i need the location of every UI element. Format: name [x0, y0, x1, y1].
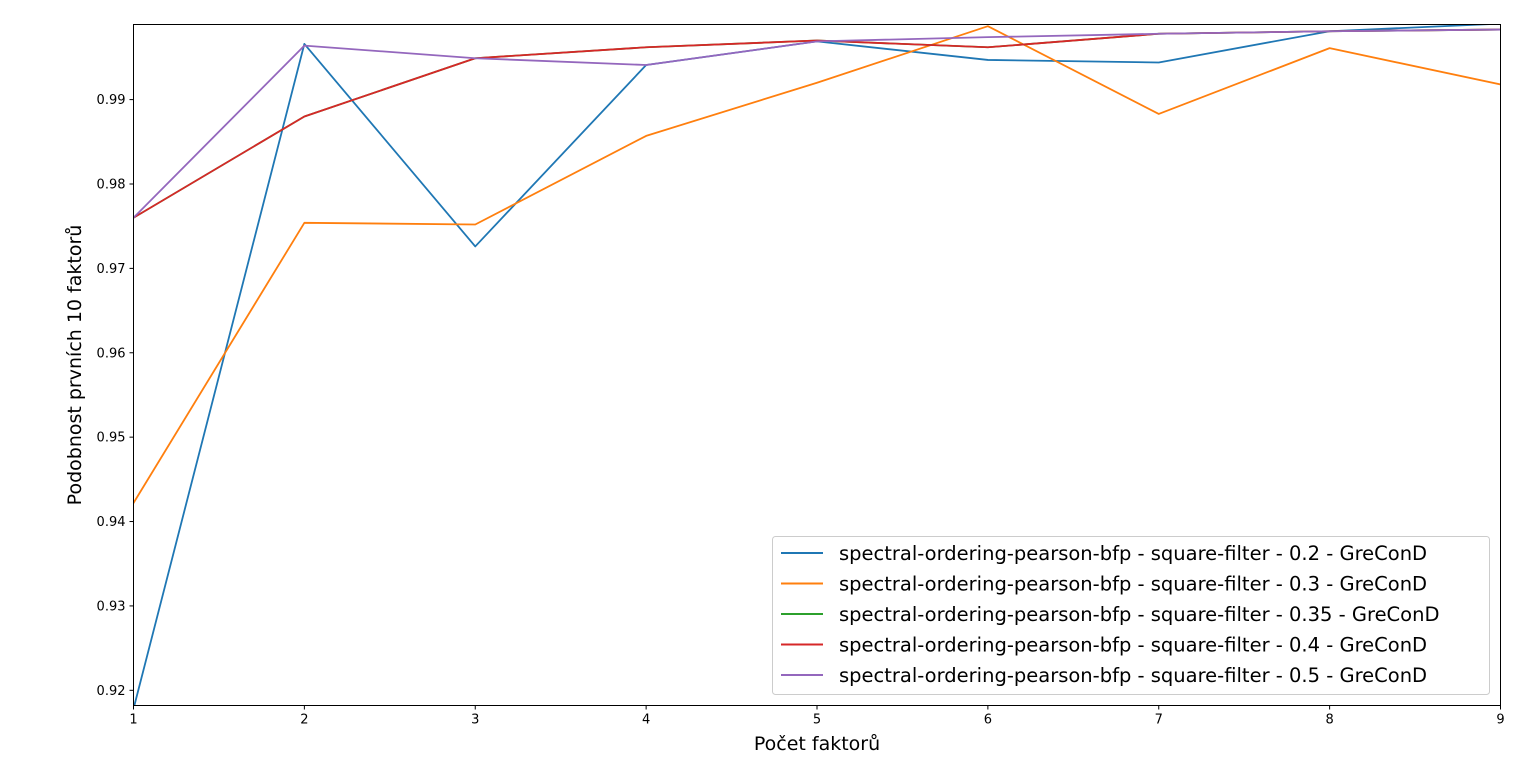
y-tick-label: 0.92 — [97, 684, 126, 699]
y-tick-label: 0.97 — [97, 262, 126, 277]
legend-entry-label: spectral-ordering-pearson-bfp - square-f… — [839, 573, 1427, 596]
y-tick-label: 0.94 — [97, 515, 126, 530]
x-tick-label: 5 — [813, 713, 821, 728]
series-line-3 — [133, 28, 1501, 219]
legend-entry-label: spectral-ordering-pearson-bfp - square-f… — [839, 634, 1427, 657]
x-tick-label: 6 — [984, 713, 992, 728]
x-tick-label: 3 — [471, 713, 479, 728]
series-lines — [133, 24, 1501, 706]
legend-entry-label: spectral-ordering-pearson-bfp - square-f… — [839, 542, 1427, 565]
x-tick-label: 7 — [1155, 713, 1163, 728]
y-tick-label: 0.98 — [97, 177, 126, 192]
series-line-2 — [133, 25, 1501, 505]
x-tick-label: 1 — [129, 713, 137, 728]
y-tick-label: 0.99 — [97, 93, 126, 108]
series-line-4 — [133, 28, 1501, 219]
x-axis-label: Počet faktorů — [754, 733, 880, 755]
x-tick-label: 8 — [1325, 713, 1333, 728]
y-tick-label: 0.93 — [97, 599, 126, 614]
x-tick-label: 4 — [642, 713, 650, 728]
y-axis-ticks: 0.92 0.93 0.94 0.95 0.96 0.97 0.98 0.99 — [97, 93, 134, 699]
x-tick-label: 9 — [1496, 713, 1504, 728]
y-axis-label: Podobnost prvních 10 faktorů — [64, 225, 86, 506]
series-line-5 — [133, 28, 1501, 220]
y-tick-label: 0.95 — [97, 431, 126, 446]
y-tick-label: 0.96 — [97, 346, 126, 361]
x-tick-label: 2 — [300, 713, 308, 728]
legend-items: spectral-ordering-pearson-bfp - square-f… — [781, 542, 1439, 687]
legend-box — [772, 536, 1490, 695]
legend-entry-label: spectral-ordering-pearson-bfp - square-f… — [839, 664, 1427, 687]
legend: spectral-ordering-pearson-bfp - square-f… — [772, 536, 1490, 695]
x-axis-ticks: 1 2 3 4 5 6 7 8 9 — [129, 705, 1505, 728]
legend-entry-label: spectral-ordering-pearson-bfp - square-f… — [839, 603, 1439, 626]
